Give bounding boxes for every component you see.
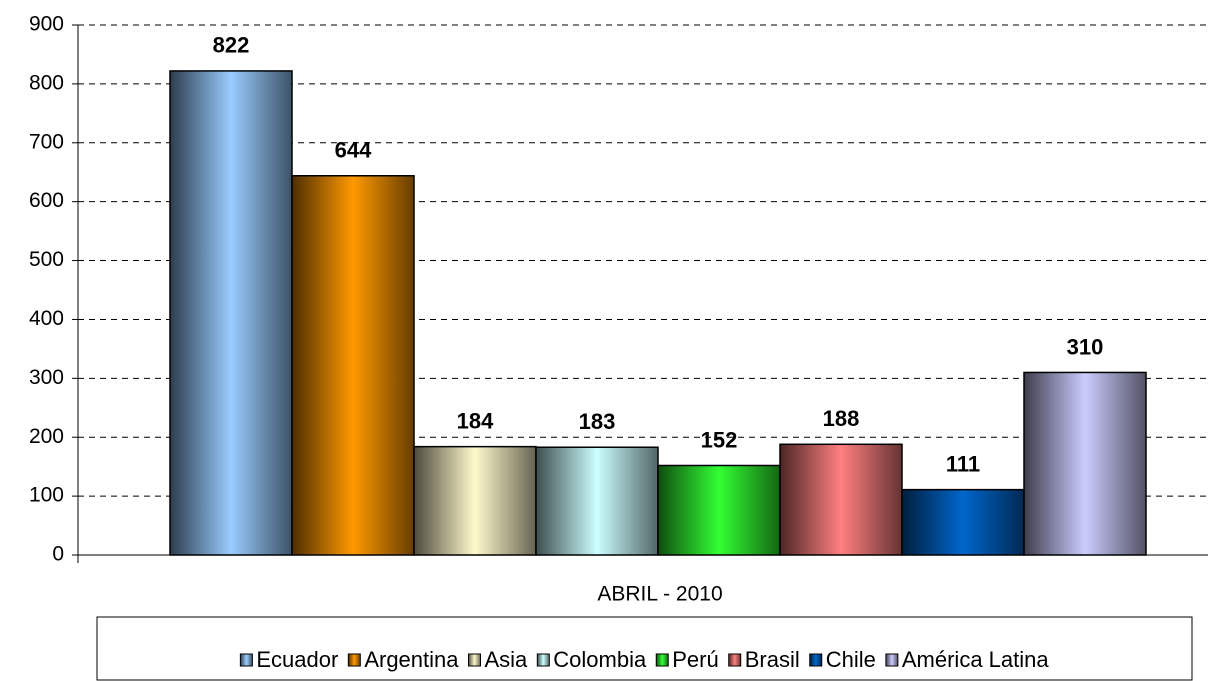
y-tick-label: 600 xyxy=(29,189,64,212)
bar xyxy=(901,488,1025,556)
legend-label: Perú xyxy=(672,647,718,672)
legend-swatch xyxy=(655,653,669,667)
data-label: 188 xyxy=(823,406,860,431)
data-label: 644 xyxy=(335,138,372,163)
legend-swatch xyxy=(536,653,550,667)
legend-swatch xyxy=(468,653,482,667)
legend-swatch xyxy=(809,653,823,667)
legend-box xyxy=(96,616,1193,681)
bar xyxy=(779,443,903,556)
x-tick-label: ABRIL - 2010 xyxy=(597,583,722,606)
legend-label: Ecuador xyxy=(256,647,338,672)
y-tick-label: 0 xyxy=(52,543,64,566)
bar xyxy=(1023,371,1147,556)
data-label: 152 xyxy=(701,427,738,452)
bar xyxy=(413,445,537,556)
legend-label: Argentina xyxy=(364,647,459,672)
legend-label: Asia xyxy=(485,647,529,672)
legend-swatch xyxy=(239,653,253,667)
legend-label: América Latina xyxy=(902,647,1050,672)
data-label: 111 xyxy=(946,451,980,476)
bar xyxy=(657,464,781,556)
bar xyxy=(535,446,659,556)
y-tick-label: 400 xyxy=(29,307,64,330)
legend-swatch xyxy=(728,653,742,667)
data-label: 310 xyxy=(1067,334,1104,359)
legend-label: Colombia xyxy=(553,647,647,672)
data-label: 183 xyxy=(579,409,616,434)
data-label: 822 xyxy=(213,33,250,58)
y-tick-label: 300 xyxy=(29,366,64,389)
y-tick-label: 800 xyxy=(29,71,64,94)
y-tick-label: 500 xyxy=(29,248,64,271)
y-tick-label: 900 xyxy=(29,13,64,36)
bar xyxy=(169,70,293,556)
y-tick-label: 100 xyxy=(29,484,64,507)
bar xyxy=(291,175,415,556)
y-tick-label: 200 xyxy=(29,425,64,448)
data-label: 184 xyxy=(457,408,494,433)
legend-label: Brasil xyxy=(745,647,800,672)
legend-swatch xyxy=(885,653,899,667)
legend-swatch xyxy=(347,653,361,667)
legend-label: Chile xyxy=(826,647,876,672)
y-tick-label: 700 xyxy=(29,130,64,153)
